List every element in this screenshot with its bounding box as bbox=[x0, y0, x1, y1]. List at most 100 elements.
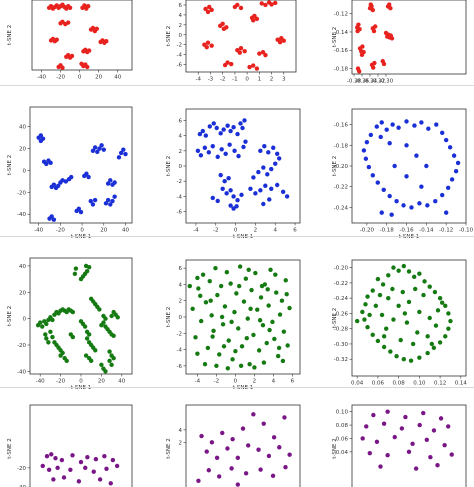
scatter-point bbox=[197, 131, 203, 137]
scatter-point bbox=[247, 64, 252, 70]
scatter-point bbox=[228, 281, 233, 286]
y-tick-label: 20 bbox=[19, 147, 26, 153]
y-tick-label: -20 bbox=[17, 190, 26, 196]
y-tick-label: -4 bbox=[177, 53, 183, 59]
scatter-point bbox=[429, 341, 434, 347]
scatter-point bbox=[419, 120, 424, 125]
scatter-point bbox=[222, 304, 228, 309]
scatter-point bbox=[403, 414, 408, 420]
y-tick-label: -2 bbox=[177, 43, 182, 49]
scatter-point bbox=[257, 51, 262, 56]
scatter-point bbox=[51, 477, 56, 482]
scatter-point bbox=[107, 358, 112, 364]
scatter-point bbox=[241, 144, 246, 150]
x-tick-label: -40 bbox=[36, 379, 45, 385]
scatter-point bbox=[394, 353, 399, 359]
y-tick-label: -0.24 bbox=[334, 296, 349, 302]
scatter-point bbox=[415, 330, 420, 335]
scatter-point bbox=[414, 153, 419, 158]
x-tick-label: 4 bbox=[273, 228, 277, 234]
scatter-point bbox=[258, 295, 264, 300]
plot-frame bbox=[31, 0, 133, 71]
y-tick-label: -4 bbox=[177, 194, 183, 200]
scatter-point bbox=[283, 464, 288, 470]
scatter-point bbox=[229, 319, 234, 325]
scatter-point bbox=[277, 445, 282, 450]
scatter-point bbox=[112, 194, 117, 199]
scatter-point bbox=[203, 6, 208, 12]
scatter-point bbox=[384, 127, 389, 132]
scatter-point bbox=[254, 16, 260, 22]
scatter-points-group bbox=[36, 133, 128, 222]
scatter-point bbox=[271, 145, 276, 150]
scatter-point bbox=[401, 357, 407, 362]
scatter-point bbox=[367, 450, 373, 456]
scatter-plot-svg: 0.04 0.06 0.08 0.10 0.12 0.14 -0.32 -0.30 -0.28 -… bbox=[332, 259, 467, 387]
scatter-point bbox=[385, 452, 390, 458]
scatter-point bbox=[371, 28, 377, 34]
y-tick-label: -2 bbox=[177, 331, 182, 337]
scatter-point bbox=[242, 48, 247, 54]
scatter-point bbox=[38, 138, 44, 144]
y-tick-label: 2 bbox=[179, 149, 183, 155]
x-tick-label: -0.16 bbox=[399, 228, 414, 234]
x-tick-label: -4 bbox=[195, 77, 201, 83]
scatter-point bbox=[398, 337, 403, 343]
scatter-point bbox=[88, 198, 93, 204]
scatter-point bbox=[364, 139, 370, 145]
scatter-point bbox=[214, 455, 220, 461]
y-tick-label: -0.14 bbox=[334, 30, 349, 36]
scatter-point bbox=[220, 430, 225, 436]
plot-frame bbox=[351, 259, 467, 377]
scatter-point bbox=[243, 471, 249, 476]
scatter-point bbox=[443, 137, 449, 143]
scatter-point bbox=[370, 7, 375, 13]
scatter-point bbox=[247, 362, 252, 367]
scatter-point bbox=[421, 410, 426, 416]
scatter-point bbox=[271, 435, 277, 440]
scatter-point bbox=[84, 171, 89, 176]
scatter-point bbox=[236, 326, 241, 331]
scatter-point bbox=[246, 267, 251, 272]
scatter-point bbox=[256, 348, 262, 353]
scatter-point bbox=[374, 439, 380, 445]
scatter-point bbox=[220, 186, 225, 191]
scatter-plot-svg: -40 -20 0 20 40 t-SNE 2 bbox=[7, 0, 133, 81]
scatter-point bbox=[251, 412, 256, 417]
y-tick-label: 2 bbox=[179, 23, 183, 29]
scatter-point bbox=[419, 184, 424, 189]
scatter-point bbox=[229, 61, 234, 67]
scatter-point bbox=[394, 199, 399, 204]
scatter-point bbox=[60, 65, 65, 70]
scatter-point bbox=[214, 125, 219, 131]
scatter-point bbox=[56, 183, 61, 188]
scatter-point bbox=[204, 449, 209, 454]
scatter-point bbox=[208, 298, 213, 303]
scatter-point bbox=[391, 265, 396, 270]
scatter-point bbox=[261, 360, 267, 365]
scatter-point bbox=[238, 363, 244, 369]
scatter-point bbox=[210, 144, 215, 149]
scatter-point bbox=[85, 455, 90, 460]
scatter-point bbox=[44, 161, 49, 167]
scatter-point bbox=[90, 148, 96, 153]
scatter-point bbox=[54, 37, 59, 42]
scatter-point bbox=[363, 156, 369, 161]
scatter-point bbox=[187, 283, 192, 289]
scatter-point bbox=[102, 454, 107, 459]
y-tick-label: -0.18 bbox=[334, 67, 349, 73]
scatter-point bbox=[48, 160, 53, 166]
scatter-point bbox=[261, 165, 266, 170]
scatter-point bbox=[211, 121, 216, 126]
scatter-point bbox=[225, 366, 230, 371]
scatter-point bbox=[408, 358, 414, 363]
x-tick-label: 0.06 bbox=[372, 381, 385, 387]
scatter-point bbox=[220, 322, 226, 327]
scatter-point bbox=[410, 341, 416, 347]
scatter-point bbox=[372, 60, 377, 66]
y-tick-label: -0.30 bbox=[334, 342, 349, 348]
scatter-point bbox=[59, 457, 65, 463]
scatter-point bbox=[236, 153, 241, 159]
scatter-point bbox=[220, 21, 225, 27]
scatter-point bbox=[230, 436, 235, 442]
